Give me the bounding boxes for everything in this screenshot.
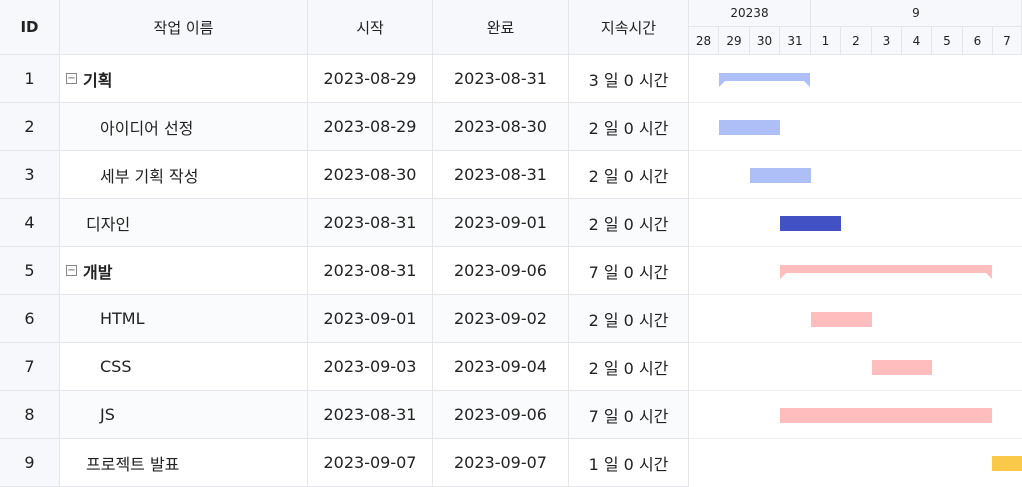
timeline-header: 20238 9 28 29 30 31 1 2 3 4 5 6 7 xyxy=(689,0,1022,55)
task-duration: 7 일 0 시간 xyxy=(569,391,689,438)
table-row[interactable]: 9 프로젝트 발표 2023-09-07 2023-09-07 1 일 0 시간 xyxy=(0,439,689,487)
task-start: 2023-08-29 xyxy=(308,103,433,150)
gantt-row xyxy=(689,199,1022,247)
timeline-day: 1 xyxy=(811,27,841,55)
task-bar[interactable] xyxy=(872,360,932,375)
summary-bar[interactable] xyxy=(719,73,810,87)
task-duration: 2 일 0 시간 xyxy=(569,103,689,150)
table-row[interactable]: 6 HTML 2023-09-01 2023-09-02 2 일 0 시간 xyxy=(0,295,689,343)
task-start: 2023-08-31 xyxy=(308,391,433,438)
task-name[interactable]: CSS xyxy=(60,343,308,390)
task-start: 2023-08-30 xyxy=(308,151,433,198)
gantt-row xyxy=(689,151,1022,199)
task-end: 2023-08-30 xyxy=(433,103,569,150)
gantt-row xyxy=(689,247,1022,295)
task-id: 7 xyxy=(0,343,60,390)
timeline-day: 3 xyxy=(872,27,902,55)
grid-header: ID 작업 이름 시작 완료 지속시간 xyxy=(0,0,689,55)
task-bar[interactable] xyxy=(719,120,780,135)
task-bar[interactable] xyxy=(780,408,992,423)
summary-bar[interactable] xyxy=(780,265,992,279)
gantt-row xyxy=(689,391,1022,439)
gantt-row xyxy=(689,343,1022,391)
timeline-month: 9 xyxy=(811,0,1022,27)
task-id: 5 xyxy=(0,247,60,294)
task-end: 2023-08-31 xyxy=(433,55,569,102)
timeline-month: 20238 xyxy=(689,0,811,27)
header-end[interactable]: 완료 xyxy=(433,0,569,54)
header-duration[interactable]: 지속시간 xyxy=(569,0,689,54)
timeline-day: 29 xyxy=(719,27,750,55)
task-name: 개발 xyxy=(83,262,113,282)
header-start[interactable]: 시작 xyxy=(308,0,433,54)
table-row[interactable]: 7 CSS 2023-09-03 2023-09-04 2 일 0 시간 xyxy=(0,343,689,391)
table-row[interactable]: 5 − 개발 2023-08-31 2023-09-06 7 일 0 시간 xyxy=(0,247,689,295)
task-id: 1 xyxy=(0,55,60,102)
task-name[interactable]: 세부 기획 작성 xyxy=(60,151,308,198)
task-id: 9 xyxy=(0,439,60,486)
timeline-day: 30 xyxy=(750,27,780,55)
task-name: 기획 xyxy=(83,70,113,90)
task-grid: ID 작업 이름 시작 완료 지속시간 1 − 기획 2023-08-29 20… xyxy=(0,0,689,487)
task-start: 2023-08-29 xyxy=(308,55,433,102)
task-end: 2023-08-31 xyxy=(433,151,569,198)
timeline-day: 2 xyxy=(841,27,872,55)
timeline-day: 28 xyxy=(689,27,719,55)
task-start: 2023-09-07 xyxy=(308,439,433,486)
task-start: 2023-09-01 xyxy=(308,295,433,342)
task-end: 2023-09-02 xyxy=(433,295,569,342)
gantt-row xyxy=(689,439,1022,486)
collapse-icon[interactable]: − xyxy=(66,72,77,84)
task-start: 2023-08-31 xyxy=(308,247,433,294)
task-end: 2023-09-01 xyxy=(433,199,569,246)
task-name-cell[interactable]: − 개발 xyxy=(60,247,308,294)
task-duration: 2 일 0 시간 xyxy=(569,199,689,246)
task-name[interactable]: HTML xyxy=(60,295,308,342)
collapse-icon[interactable]: − xyxy=(66,264,77,276)
task-name[interactable]: 디자인 xyxy=(60,199,308,246)
timeline-day: 7 xyxy=(993,27,1022,55)
task-id: 3 xyxy=(0,151,60,198)
table-row[interactable]: 8 JS 2023-08-31 2023-09-06 7 일 0 시간 xyxy=(0,391,689,439)
task-start: 2023-08-31 xyxy=(308,199,433,246)
task-start: 2023-09-03 xyxy=(308,343,433,390)
task-name[interactable]: 아이디어 선정 xyxy=(60,103,308,150)
task-bar[interactable] xyxy=(811,312,872,327)
timeline-day: 4 xyxy=(902,27,932,55)
task-id: 2 xyxy=(0,103,60,150)
task-duration: 1 일 0 시간 xyxy=(569,439,689,486)
task-duration: 2 일 0 시간 xyxy=(569,295,689,342)
task-bar[interactable] xyxy=(780,216,841,231)
gantt-row xyxy=(689,55,1022,103)
header-name[interactable]: 작업 이름 xyxy=(60,0,308,54)
timeline-day: 6 xyxy=(963,27,993,55)
timeline-day: 5 xyxy=(932,27,963,55)
table-row[interactable]: 2 아이디어 선정 2023-08-29 2023-08-30 2 일 0 시간 xyxy=(0,103,689,151)
task-end: 2023-09-06 xyxy=(433,391,569,438)
task-id: 8 xyxy=(0,391,60,438)
table-row[interactable]: 3 세부 기획 작성 2023-08-30 2023-08-31 2 일 0 시… xyxy=(0,151,689,199)
task-name[interactable]: 프로젝트 발표 xyxy=(60,439,308,486)
task-bar[interactable] xyxy=(750,168,811,183)
table-row[interactable]: 1 − 기획 2023-08-29 2023-08-31 3 일 0 시간 xyxy=(0,55,689,103)
table-row[interactable]: 4 디자인 2023-08-31 2023-09-01 2 일 0 시간 xyxy=(0,199,689,247)
header-id[interactable]: ID xyxy=(0,0,60,54)
task-duration: 2 일 0 시간 xyxy=(569,343,689,390)
timeline-day: 31 xyxy=(780,27,811,55)
task-name[interactable]: JS xyxy=(60,391,308,438)
gantt-row xyxy=(689,295,1022,343)
task-end: 2023-09-07 xyxy=(433,439,569,486)
task-end: 2023-09-04 xyxy=(433,343,569,390)
task-duration: 2 일 0 시간 xyxy=(569,151,689,198)
task-duration: 7 일 0 시간 xyxy=(569,247,689,294)
gantt-chart: 20238 9 28 29 30 31 1 2 3 4 5 6 7 xyxy=(689,0,1022,486)
task-end: 2023-09-06 xyxy=(433,247,569,294)
task-id: 4 xyxy=(0,199,60,246)
task-duration: 3 일 0 시간 xyxy=(569,55,689,102)
task-bar[interactable] xyxy=(992,456,1022,471)
task-name-cell[interactable]: − 기획 xyxy=(60,55,308,102)
gantt-row xyxy=(689,103,1022,151)
task-id: 6 xyxy=(0,295,60,342)
